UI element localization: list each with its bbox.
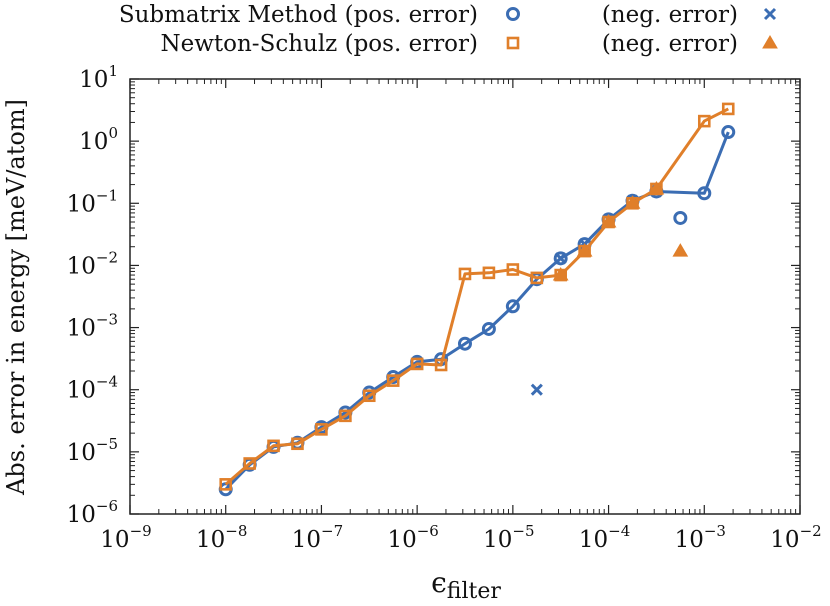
- x-tick-label: 10−8: [196, 522, 247, 553]
- x-tick-label: 10−6: [387, 522, 438, 553]
- data-point: [481, 321, 496, 336]
- y-tick-label: 10−5: [67, 435, 118, 466]
- x-tick-label: 10−3: [675, 522, 726, 553]
- legend-marker: [506, 7, 520, 21]
- data-point: [624, 195, 641, 209]
- data-point: [697, 186, 712, 201]
- data-point: [697, 114, 711, 128]
- x-tick-label: 10−9: [100, 522, 151, 553]
- data-point: [552, 267, 569, 281]
- data-point: [291, 437, 304, 451]
- y-tick-label: 10−1: [67, 186, 118, 217]
- y-axis-label: Abs. error in energy [meV/atom]: [2, 99, 30, 496]
- legend-label: (neg. error): [602, 2, 738, 28]
- series-3: [552, 180, 689, 281]
- x-tick-label: 10−2: [770, 522, 821, 553]
- data-point: [600, 214, 617, 228]
- data-point: [505, 299, 520, 314]
- data-point: [315, 423, 328, 436]
- plot-frame: [129, 78, 801, 515]
- data-point: [457, 336, 472, 351]
- data-point: [386, 374, 400, 387]
- data-point: [721, 102, 735, 116]
- data-point: [673, 210, 688, 225]
- data-point: [554, 252, 567, 265]
- axis-ticks: 10−9 10−8 10−7 10−6 10−5 10−4 10−3 10−2 10−6 10−5…: [67, 62, 822, 553]
- data-point: [339, 409, 352, 423]
- x-axis-label-base: ϵ: [431, 566, 447, 599]
- data-point: [243, 457, 256, 470]
- legend-label: (neg. error): [602, 31, 738, 57]
- legend-marker: [506, 36, 520, 50]
- data-point: [362, 389, 376, 403]
- x-tick-label: 10−5: [483, 522, 534, 553]
- series-line: [224, 107, 729, 486]
- legend-marker: [762, 35, 778, 49]
- series-layer: [218, 102, 736, 497]
- x-axis-label: ϵfilter: [431, 566, 501, 604]
- legend-label: Newton-Schulz (pos. error): [160, 31, 478, 57]
- data-point: [506, 263, 520, 276]
- y-tick-label: 10−3: [67, 311, 118, 342]
- y-tick-label: 100: [79, 124, 118, 155]
- data-point: [267, 439, 280, 453]
- y-tick-label: 10−4: [67, 373, 118, 404]
- legend-marker: [763, 7, 777, 21]
- legend-label: Submatrix Method (pos. error): [119, 2, 478, 28]
- y-tick-label: 10−6: [67, 497, 118, 528]
- data-point: [530, 383, 543, 396]
- data-point: [648, 180, 665, 195]
- series-1: [530, 185, 663, 396]
- data-point: [458, 267, 472, 281]
- series-2: [219, 102, 735, 491]
- data-point: [482, 266, 496, 280]
- y-tick-label: 101: [79, 62, 118, 93]
- data-point: [530, 271, 544, 285]
- legend: Submatrix Method (pos. error) (neg. error…: [119, 2, 778, 57]
- data-point: [434, 358, 448, 372]
- x-axis-label-sub: filter: [447, 579, 502, 604]
- x-tick-label: 10−4: [579, 522, 630, 553]
- data-point: [576, 243, 593, 257]
- plot-border: [129, 78, 801, 515]
- data-point: [553, 251, 568, 266]
- data-point: [219, 478, 233, 491]
- series-4: [673, 210, 688, 225]
- data-point: [721, 125, 736, 140]
- y-tick-label: 10−2: [67, 248, 118, 279]
- data-point: [672, 243, 689, 257]
- data-point: [410, 357, 424, 371]
- x-tick-label: 10−7: [292, 522, 343, 553]
